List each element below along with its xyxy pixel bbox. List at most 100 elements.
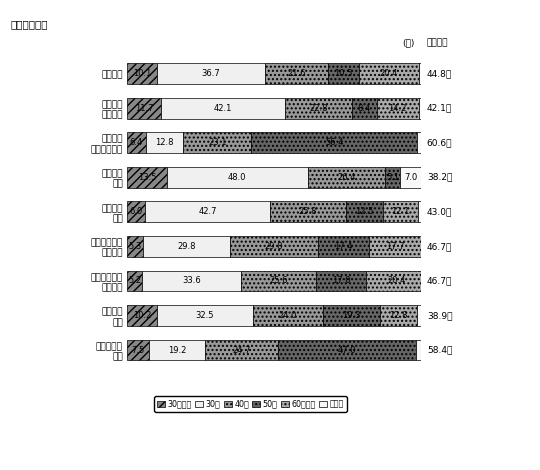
Text: 12.8: 12.8 — [156, 138, 174, 147]
Text: 58.4歳: 58.4歳 — [427, 345, 452, 354]
Bar — [386, 167, 400, 188]
Text: 42.7: 42.7 — [198, 207, 217, 216]
Bar — [400, 167, 421, 188]
Bar — [417, 305, 421, 326]
Text: 43.0歳: 43.0歳 — [427, 207, 452, 216]
Bar — [149, 340, 206, 360]
Bar — [184, 133, 251, 153]
Text: 19.2: 19.2 — [168, 345, 186, 354]
Text: 12.8: 12.8 — [389, 311, 408, 320]
Text: 24.0: 24.0 — [279, 311, 297, 320]
Bar — [352, 98, 377, 118]
Bar — [127, 167, 167, 188]
Bar — [346, 202, 383, 222]
Bar — [157, 63, 265, 84]
Text: 42.1歳: 42.1歳 — [427, 104, 452, 113]
Bar — [328, 63, 359, 84]
Bar — [253, 305, 323, 326]
Text: 46.7歳: 46.7歳 — [427, 242, 452, 251]
Bar — [127, 133, 146, 153]
Bar — [278, 340, 416, 360]
Text: 48.0: 48.0 — [228, 173, 246, 182]
Bar — [285, 98, 352, 118]
Bar — [316, 271, 366, 291]
Bar — [127, 202, 145, 222]
Text: 平均年齢: 平均年齢 — [427, 39, 448, 48]
Text: 13.5: 13.5 — [138, 173, 156, 182]
Text: 17.4: 17.4 — [334, 242, 353, 251]
Bar — [419, 63, 421, 84]
Text: 6.0: 6.0 — [129, 207, 143, 216]
Text: 19.3: 19.3 — [342, 311, 361, 320]
Text: 42.1: 42.1 — [214, 104, 232, 113]
Bar — [241, 271, 316, 291]
Text: 14.2: 14.2 — [388, 104, 407, 113]
Text: 21.6: 21.6 — [287, 69, 306, 78]
Bar — [127, 271, 143, 291]
Legend: 30歳未満, 30代, 40代, 50代, 60歳以上, 無回答: 30歳未満, 30代, 40代, 50代, 60歳以上, 無回答 — [154, 396, 347, 412]
Text: 44.8歳: 44.8歳 — [427, 69, 452, 78]
Text: 33.6: 33.6 — [183, 276, 201, 285]
Text: 56.4: 56.4 — [325, 138, 343, 147]
Text: 60.6歳: 60.6歳 — [427, 138, 453, 147]
Bar — [369, 236, 421, 257]
Bar — [270, 202, 346, 222]
Bar — [359, 63, 419, 84]
Bar — [380, 305, 417, 326]
Text: 8.4: 8.4 — [358, 104, 371, 113]
Text: 29.8: 29.8 — [265, 242, 283, 251]
Bar — [206, 340, 278, 360]
Text: 10.5: 10.5 — [334, 69, 353, 78]
Bar — [157, 305, 253, 326]
Text: 7.5: 7.5 — [131, 345, 145, 354]
Text: 世帯主の年齢: 世帯主の年齢 — [11, 19, 48, 29]
Text: 26.4: 26.4 — [338, 173, 356, 182]
Bar — [127, 98, 161, 118]
Bar — [418, 98, 421, 118]
Text: (％): (％) — [403, 39, 415, 48]
Bar — [318, 236, 369, 257]
Bar — [230, 236, 318, 257]
Text: 20.4: 20.4 — [380, 69, 398, 78]
Text: 5.3: 5.3 — [128, 242, 141, 251]
Text: 20.4: 20.4 — [387, 276, 406, 285]
Text: 7.0: 7.0 — [404, 173, 417, 182]
Bar — [127, 340, 149, 360]
Text: 46.7歳: 46.7歳 — [427, 276, 452, 285]
Bar — [265, 63, 328, 84]
Bar — [167, 167, 308, 188]
Bar — [127, 236, 143, 257]
Text: 25.8: 25.8 — [299, 207, 318, 216]
Text: 10.2: 10.2 — [133, 311, 151, 320]
Text: 6.4: 6.4 — [130, 138, 143, 147]
Text: 10.1: 10.1 — [133, 69, 151, 78]
Text: 17.0: 17.0 — [332, 276, 350, 285]
Bar — [146, 133, 184, 153]
Bar — [377, 98, 418, 118]
Text: 22.8: 22.8 — [309, 104, 328, 113]
Text: 23.1: 23.1 — [208, 138, 227, 147]
Bar — [251, 133, 417, 153]
Text: 38.9歳: 38.9歳 — [427, 311, 453, 320]
Bar — [127, 63, 157, 84]
Text: 17.7: 17.7 — [386, 242, 404, 251]
Text: 24.7: 24.7 — [233, 345, 251, 354]
Bar — [308, 167, 386, 188]
Text: 5.2: 5.2 — [128, 276, 141, 285]
Bar — [323, 305, 380, 326]
Bar — [366, 271, 426, 291]
Bar — [127, 305, 157, 326]
Text: 47.0: 47.0 — [338, 345, 356, 354]
Text: 29.8: 29.8 — [177, 242, 195, 251]
Text: 12.5: 12.5 — [355, 207, 374, 216]
Bar — [417, 133, 421, 153]
Text: 36.7: 36.7 — [201, 69, 220, 78]
Bar — [383, 202, 418, 222]
Bar — [143, 271, 241, 291]
Text: 25.6: 25.6 — [269, 276, 288, 285]
Bar — [145, 202, 270, 222]
Bar — [143, 236, 230, 257]
Text: 32.5: 32.5 — [195, 311, 214, 320]
Bar — [161, 98, 285, 118]
Text: 5.1: 5.1 — [386, 173, 400, 182]
